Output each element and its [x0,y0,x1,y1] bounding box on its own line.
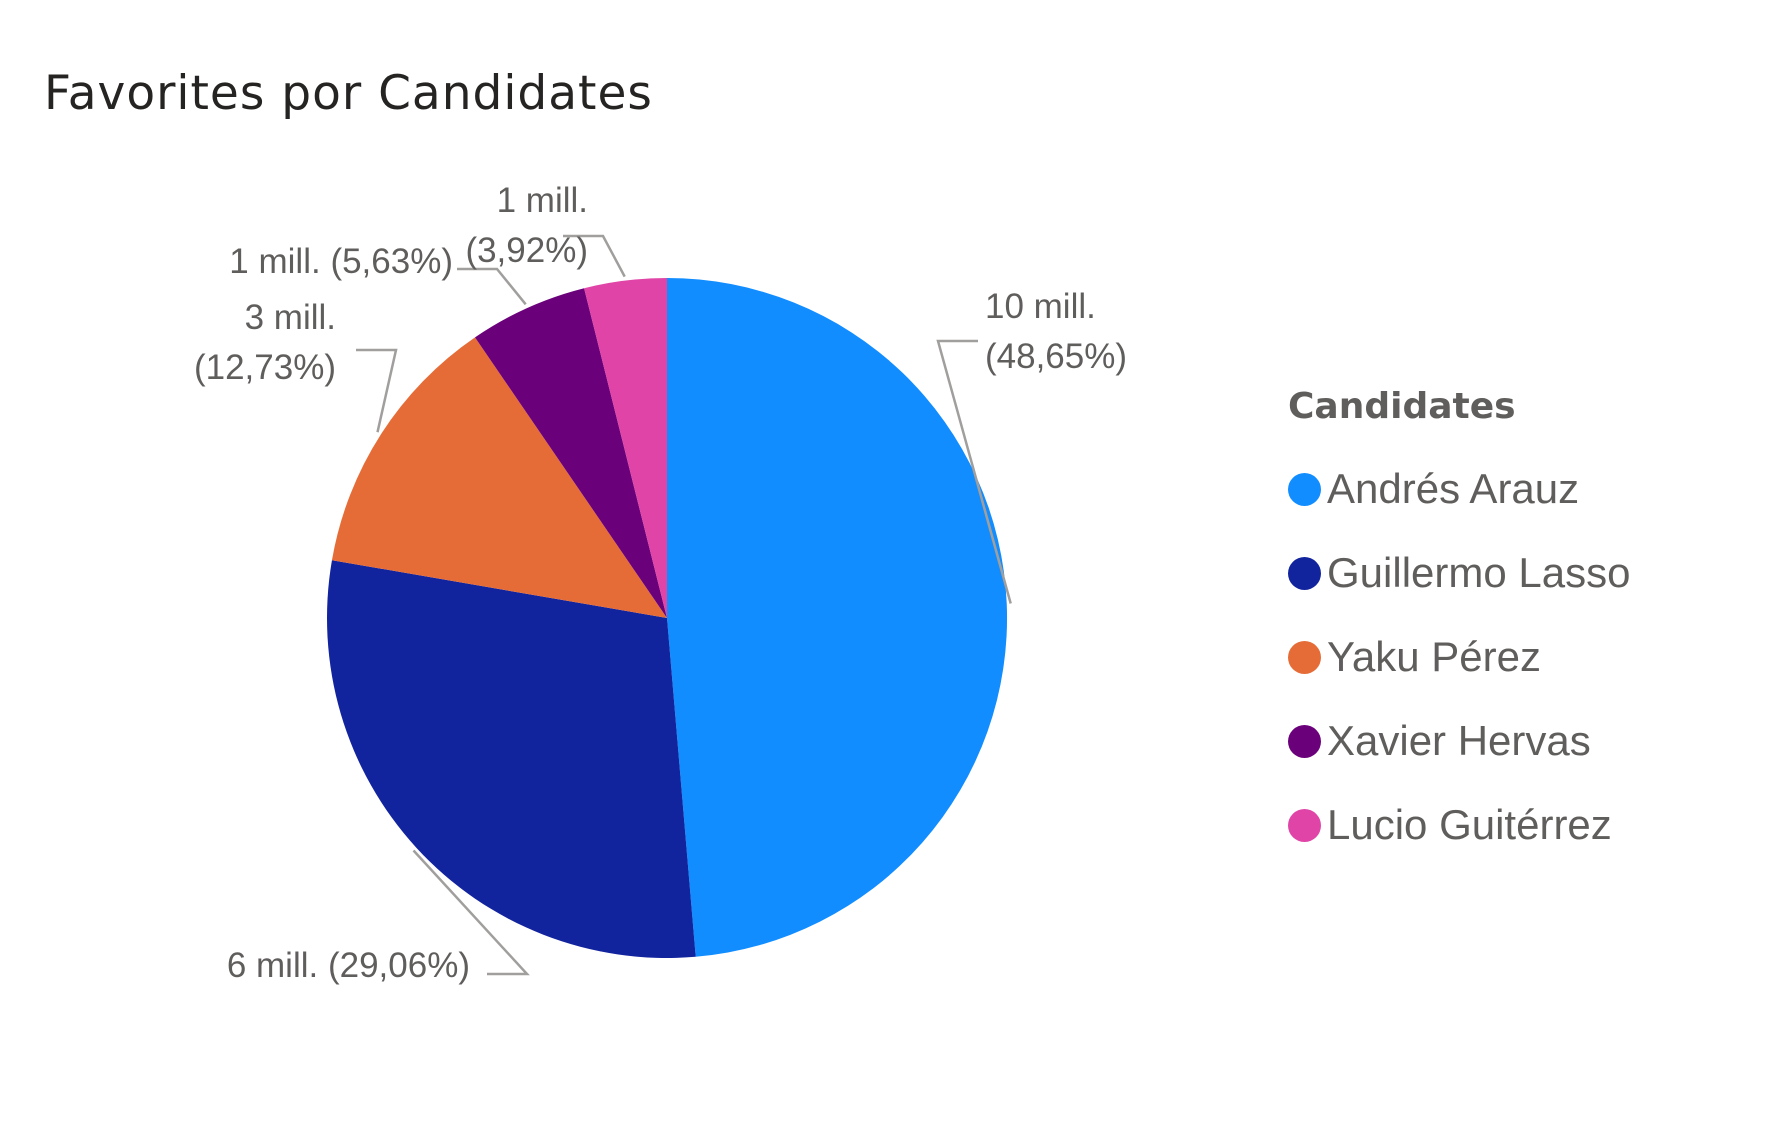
legend-marker [1288,640,1321,674]
legend-label: Lucio Guitérrez [1327,801,1612,848]
legend-item-yaku-perez[interactable]: Yaku Pérez [1288,615,1630,699]
slice-andres-arauz[interactable] [667,278,1008,957]
legend-marker [1288,808,1321,842]
legend-item-andres-arauz[interactable]: Andrés Arauz [1288,447,1630,531]
data-label-percent: (12,73%) [194,348,336,387]
legend-item-guillermo-lasso[interactable]: Guillermo Lasso [1288,531,1630,615]
leader-lines [356,234,1012,976]
chart-title: Favorites por Candidates [44,66,653,121]
slice-xavier-hervas[interactable] [474,288,667,618]
data-label-yaku-perez: 3 mill. (12,73%) [194,298,336,387]
legend-item-lucio-guiterrez[interactable]: Lucio Guitérrez [1288,783,1630,867]
data-label-percent: (29,06%) [328,946,470,985]
legend-marker [1288,556,1321,590]
legend-title: Candidates [1288,386,1516,427]
pie-slices [327,278,1008,959]
leader-line-guillermo-lasso [412,849,530,976]
slice-guillermo-lasso[interactable] [327,560,696,959]
leader-line-xavier-hervas [457,267,527,306]
legend-marker [1288,472,1321,506]
legend-label: Andrés Arauz [1327,465,1580,512]
data-label-value: 10 mill. [985,287,1096,326]
data-labels: 10 mill. (48,65%) 6 mill. (29,06%) 3 mill. (… [194,181,1127,985]
leader-line-lucio-guiterrez [563,234,626,278]
legend-label: Xavier Hervas [1327,717,1591,764]
slice-lucio-guiterrez[interactable] [584,278,667,618]
legend-label: Yaku Pérez [1327,633,1541,680]
data-label-percent: (48,65%) [985,337,1127,376]
leader-line-andres-arauz [936,339,1012,604]
legend-items: Andrés Arauz Guillermo Lasso Yaku Pérez Xav… [1288,447,1630,867]
leader-line-yaku-perez [356,348,398,433]
legend-marker [1288,724,1321,758]
data-label-value: 1 mill. [229,242,320,281]
data-label-percent: (5,63%) [330,242,453,281]
data-label-value: 3 mill. [245,298,336,337]
data-label-xavier-hervas: 1 mill. (5,63%) [229,242,453,281]
data-label-lucio-guiterrez: 1 mill. (3,92%) [465,181,588,270]
data-label-guillermo-lasso: 6 mill. (29,06%) [227,946,470,985]
slice-yaku-perez[interactable] [331,337,667,618]
legend-label: Guillermo Lasso [1327,549,1631,596]
data-label-value: 1 mill. [497,181,588,220]
data-label-andres-arauz: 10 mill. (48,65%) [985,287,1127,376]
data-label-percent: (3,92%) [465,231,588,270]
data-label-value: 6 mill. [227,946,318,985]
legend-item-xavier-hervas[interactable]: Xavier Hervas [1288,699,1630,783]
legend: Candidates Andrés Arauz Guillermo Lasso Ya… [1288,386,1630,867]
